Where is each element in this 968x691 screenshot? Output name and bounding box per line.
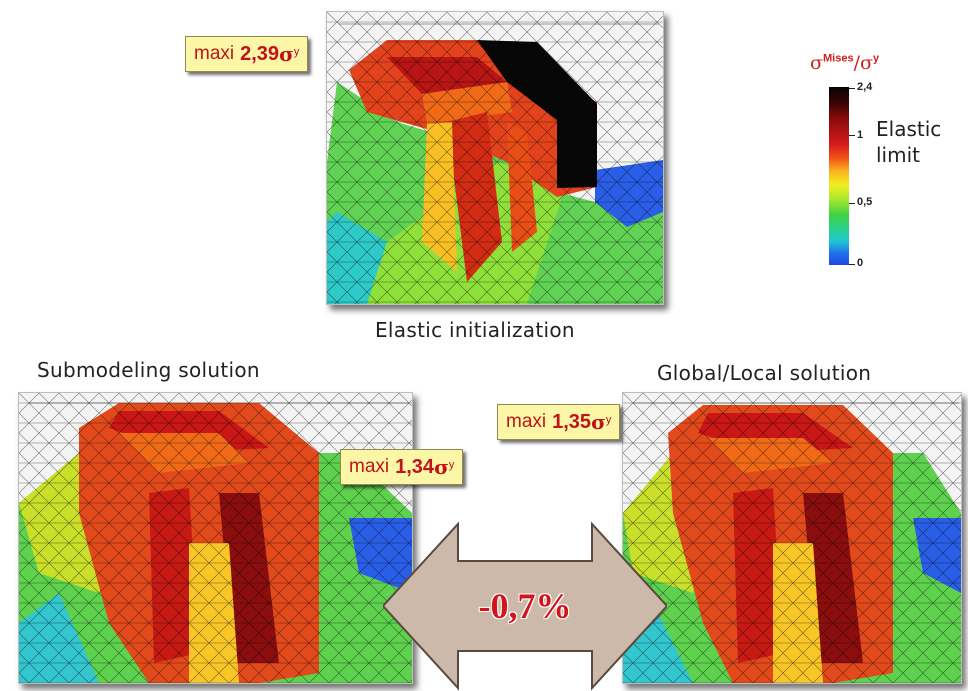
colorbar-title-sigma: σ <box>810 52 823 74</box>
comparison-arrow: -0,7% <box>383 521 667 691</box>
double-arrow-icon <box>383 521 667 691</box>
top-max-sigma: σ <box>279 42 294 66</box>
elastic-initialization-caption: Elastic initialization <box>375 318 575 342</box>
submodeling-max-word: maxi <box>349 456 390 477</box>
colorbar-label-05: 0,5 <box>857 196 873 208</box>
elastic-limit-label: Elastic limit <box>876 116 941 168</box>
global-local-max-word: maxi <box>506 411 547 432</box>
submodeling-max-sigma: σ <box>434 455 449 479</box>
global-local-max-label: maxi 1,35 σ y <box>497 404 621 440</box>
global-local-max-value: 1,35 <box>552 410 592 433</box>
global-local-caption: Global/Local solution <box>657 361 872 385</box>
elastic-initialization-panel <box>326 11 664 305</box>
colorbar-title-tail-sup: y <box>872 52 880 65</box>
colorbar-tick-0 <box>849 264 855 265</box>
submodeling-panel <box>18 392 413 684</box>
colorbar-title: σMises/σy <box>810 52 879 74</box>
top-max-label: maxi 2,39 σ y <box>185 36 309 72</box>
colorbar-label-24: 2,4 <box>857 81 873 93</box>
colorbar-title-sup: Mises <box>822 52 854 65</box>
submodeling-caption: Submodeling solution <box>37 358 260 382</box>
colorbar-label-0: 0 <box>857 257 864 269</box>
colorbar-title-tail: /σ <box>853 52 873 74</box>
global-local-panel <box>622 392 962 684</box>
colorbar-tick-05 <box>849 203 855 204</box>
submodeling-max-label: maxi 1,34 σ y <box>340 449 464 485</box>
stress-field-image <box>327 12 663 304</box>
top-max-word: maxi <box>194 43 235 64</box>
colorbar-tick-24 <box>849 88 855 89</box>
difference-percentage: -0,7% <box>478 586 572 626</box>
colorbar <box>829 87 849 265</box>
top-max-value: 2,39 <box>240 42 280 65</box>
submodeling-stress-image <box>19 393 412 683</box>
global-local-max-sup: y <box>605 414 612 426</box>
top-max-sup: y <box>293 46 300 58</box>
submodeling-max-sup: y <box>448 459 455 471</box>
colorbar-tick-1 <box>849 135 855 136</box>
global-local-stress-image <box>623 393 961 683</box>
global-local-max-sigma: σ <box>591 410 606 434</box>
elastic-limit-line2: limit <box>876 143 920 167</box>
submodeling-max-value: 1,34 <box>395 455 435 478</box>
colorbar-label-1: 1 <box>857 129 864 141</box>
elastic-limit-line1: Elastic <box>876 117 942 141</box>
